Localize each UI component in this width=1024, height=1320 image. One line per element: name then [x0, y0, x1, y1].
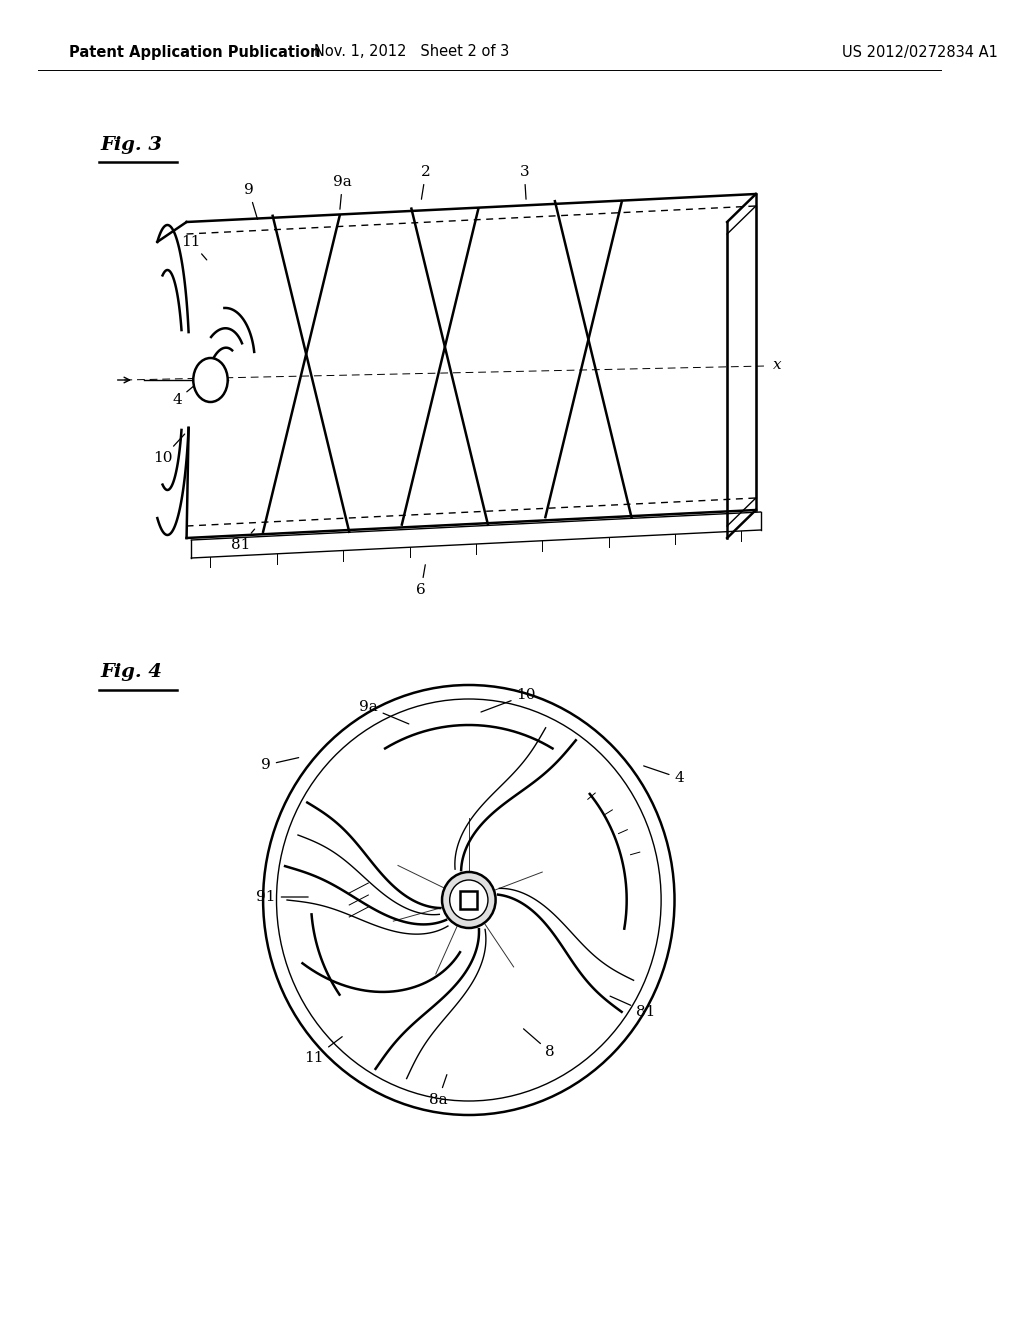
Text: Fig. 4: Fig. 4 — [100, 663, 163, 681]
Text: 8a: 8a — [429, 1074, 447, 1107]
Text: 9a: 9a — [359, 700, 409, 723]
Text: Patent Application Publication: Patent Application Publication — [69, 45, 321, 59]
Text: 9a: 9a — [333, 176, 352, 210]
Ellipse shape — [194, 358, 227, 403]
Text: US 2012/0272834 A1: US 2012/0272834 A1 — [842, 45, 997, 59]
Text: 81: 81 — [231, 529, 255, 552]
Text: 81: 81 — [610, 997, 655, 1019]
Text: 11: 11 — [181, 235, 207, 260]
Text: 3: 3 — [519, 165, 529, 199]
Circle shape — [450, 880, 488, 920]
Text: 4: 4 — [644, 766, 684, 785]
Circle shape — [442, 873, 496, 928]
Text: 9: 9 — [244, 183, 257, 219]
FancyBboxPatch shape — [460, 891, 477, 909]
Text: x: x — [773, 358, 781, 372]
Text: 8: 8 — [523, 1028, 555, 1059]
Text: 91: 91 — [256, 890, 308, 904]
Text: 6: 6 — [416, 565, 426, 597]
Text: 9: 9 — [261, 758, 299, 772]
Text: 11: 11 — [304, 1036, 342, 1065]
Text: Nov. 1, 2012   Sheet 2 of 3: Nov. 1, 2012 Sheet 2 of 3 — [313, 45, 509, 59]
Text: Fig. 3: Fig. 3 — [100, 136, 163, 154]
Text: 4: 4 — [172, 381, 199, 407]
Text: 2: 2 — [421, 165, 431, 199]
Text: 10: 10 — [481, 688, 536, 711]
Text: 10: 10 — [153, 434, 184, 465]
